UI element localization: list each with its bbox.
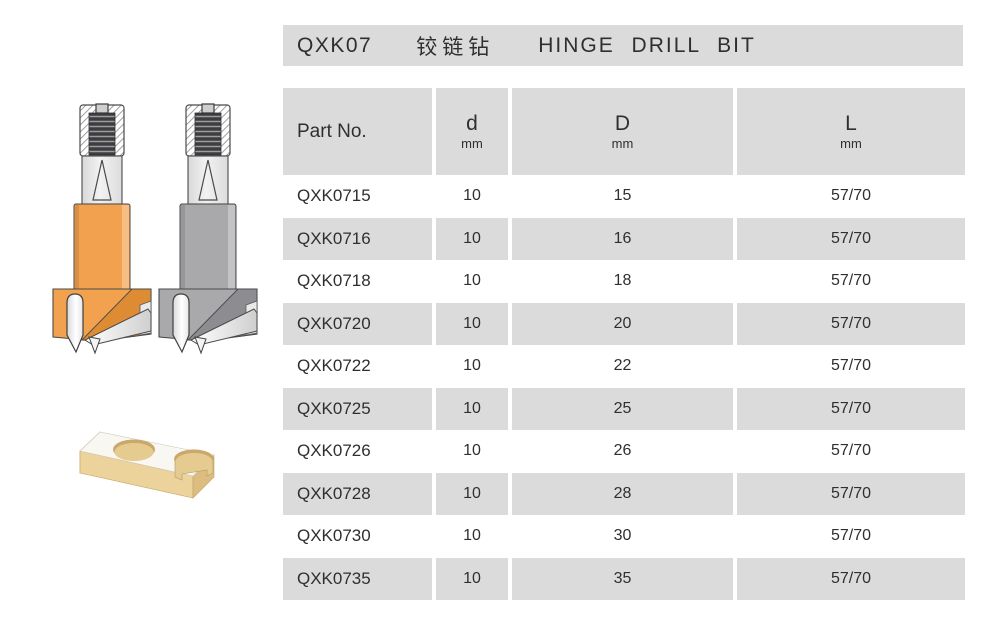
L-value-cell: 57/70 [830,442,872,460]
D-value-cell: 25 [512,387,733,430]
L-value-cell: 57/70 [737,472,965,515]
d-value-cell: 10 [463,357,481,375]
hinge-drill-bit-orange-illustration [52,103,152,355]
bit-thread [88,112,116,156]
D-value-cell: 30 [613,527,632,545]
L-value-cell: 57/70 [737,217,965,260]
part-no-cell: QXK0720 [283,302,432,345]
model-code: QXK07 [297,33,373,57]
bit-shank-slot [201,103,215,114]
d-value-cell: 10 [436,557,508,600]
part-no-cell: QXK0715 [297,186,371,206]
header-part-no: Part No. [283,88,432,175]
D-value-cell: 35 [512,557,733,600]
L-value-cell: 57/70 [830,187,872,205]
part-no-cell: QXK0735 [283,557,432,600]
bit-center-point [172,293,190,354]
bit-center-point [66,293,84,354]
part-no-cell: QXK0716 [283,217,432,260]
d-value-cell: 10 [463,442,481,460]
d-value-cell: 10 [436,302,508,345]
D-value-cell: 20 [512,302,733,345]
L-value-cell: 57/70 [830,272,872,290]
title-bar: QXK07 铰链钻 HINGE DRILL BIT [283,25,963,66]
D-value-cell: 26 [613,442,632,460]
header-L: L mm [737,88,965,175]
L-value-cell: 57/70 [830,357,872,375]
part-no-cell: QXK0728 [283,472,432,515]
bit-body [179,203,237,293]
bit-spur [194,336,207,355]
bit-collar-notch [198,159,218,201]
part-no-cell: QXK0722 [297,356,371,376]
header-d: d mm [436,88,508,175]
d-value-cell: 10 [463,187,481,205]
part-no-cell: QXK0730 [297,526,371,546]
product-name-en: HINGE DRILL BIT [538,33,756,57]
bit-spur [88,336,101,355]
hinge-drill-bit-gray-illustration [158,103,258,355]
part-no-cell: QXK0718 [297,271,371,291]
D-value-cell: 28 [512,472,733,515]
bit-collar [81,155,123,205]
L-value-cell: 57/70 [830,527,872,545]
D-value-cell: 16 [512,217,733,260]
L-value-cell: 57/70 [737,302,965,345]
spec-table: Part No. d mm D mm L mm QXK0715 10 15 57/70… [283,88,965,600]
L-value-cell: 57/70 [737,387,965,430]
header-D: D mm [512,88,733,175]
d-value-cell: 10 [436,217,508,260]
part-no-cell: QXK0726 [297,441,371,461]
bit-shank-slot [95,103,109,114]
L-value-cell: 57/70 [737,557,965,600]
d-value-cell: 10 [463,527,481,545]
D-value-cell: 18 [613,272,632,290]
wood-block-illustration [79,431,215,499]
product-name-cn: 铰链钻 [416,35,495,59]
D-value-cell: 22 [613,357,632,375]
bit-collar [187,155,229,205]
d-value-cell: 10 [436,387,508,430]
bit-body [73,203,131,293]
d-value-cell: 10 [463,272,481,290]
bit-collar-notch [92,159,112,201]
bit-thread [194,112,222,156]
part-no-cell: QXK0725 [283,387,432,430]
D-value-cell: 15 [613,187,632,205]
drilled-hole-floor [114,443,154,461]
cut-hole-floor [175,453,213,470]
d-value-cell: 10 [436,472,508,515]
